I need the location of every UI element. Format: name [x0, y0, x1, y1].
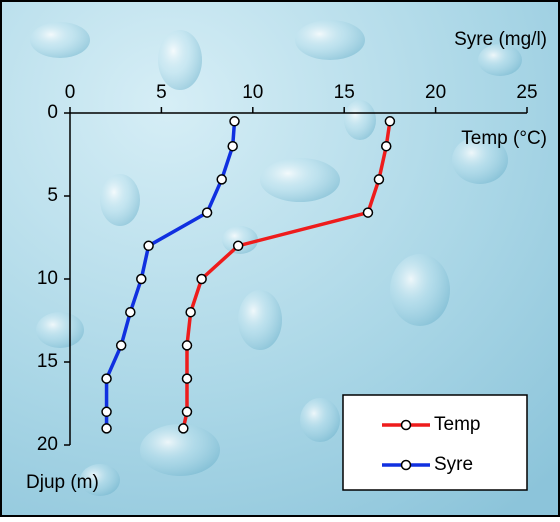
x-tick-label: 25	[516, 82, 537, 103]
y-tick-label: 20	[37, 434, 58, 455]
droplets	[30, 20, 522, 496]
data-point	[229, 116, 240, 127]
legend-marker	[400, 419, 412, 431]
y-tick-label: 15	[37, 351, 58, 372]
data-point	[181, 406, 193, 418]
data-point	[227, 140, 238, 152]
y-axis-title: Djup (m)	[26, 472, 99, 493]
x-tick-label: 15	[334, 82, 355, 103]
data-point	[101, 373, 112, 384]
data-point	[185, 306, 196, 318]
data-point	[115, 340, 127, 351]
x-tick-label: 5	[156, 82, 167, 103]
legend-marker	[400, 459, 412, 471]
x-tick-label: 0	[65, 82, 76, 103]
data-point	[136, 273, 147, 285]
data-point	[125, 306, 136, 318]
data-point	[143, 240, 154, 252]
data-point	[196, 273, 207, 285]
data-point	[232, 240, 244, 252]
data-point	[101, 406, 112, 418]
legend-label: Syre	[434, 454, 473, 475]
data-point	[384, 116, 396, 127]
data-point	[373, 174, 385, 185]
y-tick-label: 5	[47, 185, 58, 206]
legend	[342, 394, 528, 491]
data-point	[101, 423, 112, 434]
legend-label: Temp	[434, 414, 480, 435]
x-tick-label: 20	[425, 82, 446, 103]
y-tick-label: 10	[37, 268, 58, 289]
data-point	[216, 174, 227, 185]
data-point	[362, 207, 374, 218]
x-tick-label: 10	[242, 82, 263, 103]
x-axis-title: Syre (mg/l)	[454, 29, 547, 50]
data-point	[181, 373, 193, 384]
data-point	[181, 340, 193, 351]
annotation: Temp (°C)	[461, 128, 547, 149]
data-point	[380, 140, 392, 152]
data-point	[201, 207, 213, 218]
data-point	[178, 423, 189, 434]
y-tick-label: 0	[47, 102, 58, 123]
